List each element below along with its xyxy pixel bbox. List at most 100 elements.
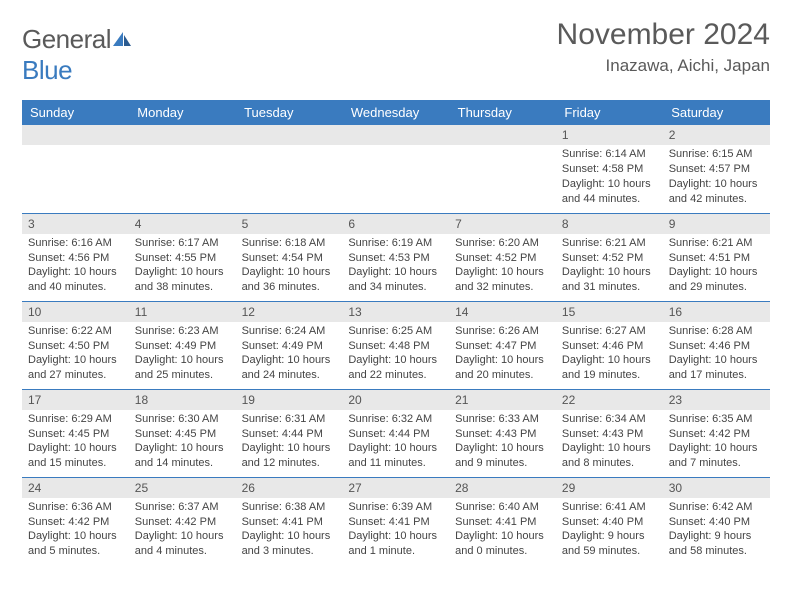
- daylight-text: Daylight: 10 hours and 11 minutes.: [348, 441, 443, 471]
- sunrise-text: Sunrise: 6:21 AM: [669, 236, 764, 251]
- sunset-text: Sunset: 4:41 PM: [455, 515, 550, 530]
- calendar-cell: 4Sunrise: 6:17 AMSunset: 4:55 PMDaylight…: [129, 213, 236, 301]
- day-number: 20: [342, 390, 449, 410]
- daylight-text: Daylight: 10 hours and 19 minutes.: [562, 353, 657, 383]
- sunset-text: Sunset: 4:51 PM: [669, 251, 764, 266]
- calendar-cell: 3Sunrise: 6:16 AMSunset: 4:56 PMDaylight…: [22, 213, 129, 301]
- day-details: Sunrise: 6:22 AMSunset: 4:50 PMDaylight:…: [22, 322, 129, 387]
- daylight-text: Daylight: 10 hours and 31 minutes.: [562, 265, 657, 295]
- day-number: 10: [22, 302, 129, 322]
- calendar-cell: [129, 125, 236, 213]
- day-details: Sunrise: 6:39 AMSunset: 4:41 PMDaylight:…: [342, 498, 449, 563]
- sunrise-text: Sunrise: 6:29 AM: [28, 412, 123, 427]
- calendar-cell: 30Sunrise: 6:42 AMSunset: 4:40 PMDayligh…: [663, 477, 770, 565]
- day-number: 28: [449, 478, 556, 498]
- day-number: 17: [22, 390, 129, 410]
- day-details: Sunrise: 6:28 AMSunset: 4:46 PMDaylight:…: [663, 322, 770, 387]
- day-header: Saturday: [663, 100, 770, 125]
- daylight-text: Daylight: 10 hours and 42 minutes.: [669, 177, 764, 207]
- daylight-text: Daylight: 10 hours and 17 minutes.: [669, 353, 764, 383]
- calendar-week: 1Sunrise: 6:14 AMSunset: 4:58 PMDaylight…: [22, 125, 770, 213]
- sunset-text: Sunset: 4:57 PM: [669, 162, 764, 177]
- day-number: 6: [342, 214, 449, 234]
- day-header: Tuesday: [236, 100, 343, 125]
- sunrise-text: Sunrise: 6:14 AM: [562, 147, 657, 162]
- sunset-text: Sunset: 4:46 PM: [669, 339, 764, 354]
- day-number: 29: [556, 478, 663, 498]
- sunrise-text: Sunrise: 6:20 AM: [455, 236, 550, 251]
- day-number: 1: [556, 125, 663, 145]
- day-details: Sunrise: 6:25 AMSunset: 4:48 PMDaylight:…: [342, 322, 449, 387]
- sunset-text: Sunset: 4:48 PM: [348, 339, 443, 354]
- title-block: November 2024 Inazawa, Aichi, Japan: [557, 18, 770, 76]
- calendar-cell: 20Sunrise: 6:32 AMSunset: 4:44 PMDayligh…: [342, 389, 449, 477]
- calendar-cell: 7Sunrise: 6:20 AMSunset: 4:52 PMDaylight…: [449, 213, 556, 301]
- day-number-blank: [236, 125, 343, 145]
- sunset-text: Sunset: 4:41 PM: [348, 515, 443, 530]
- sunset-text: Sunset: 4:52 PM: [455, 251, 550, 266]
- day-details: Sunrise: 6:18 AMSunset: 4:54 PMDaylight:…: [236, 234, 343, 299]
- calendar-cell: 18Sunrise: 6:30 AMSunset: 4:45 PMDayligh…: [129, 389, 236, 477]
- sunrise-text: Sunrise: 6:42 AM: [669, 500, 764, 515]
- day-details: Sunrise: 6:14 AMSunset: 4:58 PMDaylight:…: [556, 145, 663, 210]
- sunset-text: Sunset: 4:45 PM: [135, 427, 230, 442]
- sunrise-text: Sunrise: 6:37 AM: [135, 500, 230, 515]
- day-details: Sunrise: 6:40 AMSunset: 4:41 PMDaylight:…: [449, 498, 556, 563]
- day-header: Monday: [129, 100, 236, 125]
- daylight-text: Daylight: 10 hours and 34 minutes.: [348, 265, 443, 295]
- daylight-text: Daylight: 10 hours and 38 minutes.: [135, 265, 230, 295]
- day-number-blank: [129, 125, 236, 145]
- daylight-text: Daylight: 10 hours and 7 minutes.: [669, 441, 764, 471]
- day-header: Wednesday: [342, 100, 449, 125]
- daylight-text: Daylight: 10 hours and 3 minutes.: [242, 529, 337, 559]
- day-number: 7: [449, 214, 556, 234]
- calendar-cell: 22Sunrise: 6:34 AMSunset: 4:43 PMDayligh…: [556, 389, 663, 477]
- calendar-cell: 26Sunrise: 6:38 AMSunset: 4:41 PMDayligh…: [236, 477, 343, 565]
- sunset-text: Sunset: 4:49 PM: [135, 339, 230, 354]
- day-details: Sunrise: 6:32 AMSunset: 4:44 PMDaylight:…: [342, 410, 449, 475]
- sunset-text: Sunset: 4:44 PM: [348, 427, 443, 442]
- day-header: Thursday: [449, 100, 556, 125]
- daylight-text: Daylight: 10 hours and 29 minutes.: [669, 265, 764, 295]
- day-details: Sunrise: 6:27 AMSunset: 4:46 PMDaylight:…: [556, 322, 663, 387]
- calendar-cell: 2Sunrise: 6:15 AMSunset: 4:57 PMDaylight…: [663, 125, 770, 213]
- day-details: Sunrise: 6:23 AMSunset: 4:49 PMDaylight:…: [129, 322, 236, 387]
- sunset-text: Sunset: 4:46 PM: [562, 339, 657, 354]
- calendar-cell: [342, 125, 449, 213]
- day-details: Sunrise: 6:36 AMSunset: 4:42 PMDaylight:…: [22, 498, 129, 563]
- calendar-cell: [449, 125, 556, 213]
- day-number: 21: [449, 390, 556, 410]
- daylight-text: Daylight: 10 hours and 27 minutes.: [28, 353, 123, 383]
- sunrise-text: Sunrise: 6:27 AM: [562, 324, 657, 339]
- day-details: Sunrise: 6:29 AMSunset: 4:45 PMDaylight:…: [22, 410, 129, 475]
- calendar-cell: 8Sunrise: 6:21 AMSunset: 4:52 PMDaylight…: [556, 213, 663, 301]
- sunset-text: Sunset: 4:49 PM: [242, 339, 337, 354]
- daylight-text: Daylight: 10 hours and 5 minutes.: [28, 529, 123, 559]
- day-number: 16: [663, 302, 770, 322]
- sunset-text: Sunset: 4:54 PM: [242, 251, 337, 266]
- day-number: 5: [236, 214, 343, 234]
- day-details: Sunrise: 6:21 AMSunset: 4:52 PMDaylight:…: [556, 234, 663, 299]
- calendar-week: 3Sunrise: 6:16 AMSunset: 4:56 PMDaylight…: [22, 213, 770, 301]
- calendar-cell: 13Sunrise: 6:25 AMSunset: 4:48 PMDayligh…: [342, 301, 449, 389]
- sunrise-text: Sunrise: 6:16 AM: [28, 236, 123, 251]
- sunrise-text: Sunrise: 6:15 AM: [669, 147, 764, 162]
- day-header: Friday: [556, 100, 663, 125]
- sunset-text: Sunset: 4:56 PM: [28, 251, 123, 266]
- day-details: Sunrise: 6:21 AMSunset: 4:51 PMDaylight:…: [663, 234, 770, 299]
- calendar-cell: 25Sunrise: 6:37 AMSunset: 4:42 PMDayligh…: [129, 477, 236, 565]
- daylight-text: Daylight: 10 hours and 40 minutes.: [28, 265, 123, 295]
- calendar-cell: 27Sunrise: 6:39 AMSunset: 4:41 PMDayligh…: [342, 477, 449, 565]
- sunrise-text: Sunrise: 6:19 AM: [348, 236, 443, 251]
- sunrise-text: Sunrise: 6:23 AM: [135, 324, 230, 339]
- sunrise-text: Sunrise: 6:32 AM: [348, 412, 443, 427]
- day-number: 25: [129, 478, 236, 498]
- daylight-text: Daylight: 10 hours and 25 minutes.: [135, 353, 230, 383]
- calendar-cell: [236, 125, 343, 213]
- calendar-cell: [22, 125, 129, 213]
- calendar-cell: 5Sunrise: 6:18 AMSunset: 4:54 PMDaylight…: [236, 213, 343, 301]
- calendar-week: 24Sunrise: 6:36 AMSunset: 4:42 PMDayligh…: [22, 477, 770, 565]
- sunrise-text: Sunrise: 6:22 AM: [28, 324, 123, 339]
- calendar-cell: 19Sunrise: 6:31 AMSunset: 4:44 PMDayligh…: [236, 389, 343, 477]
- day-number: 13: [342, 302, 449, 322]
